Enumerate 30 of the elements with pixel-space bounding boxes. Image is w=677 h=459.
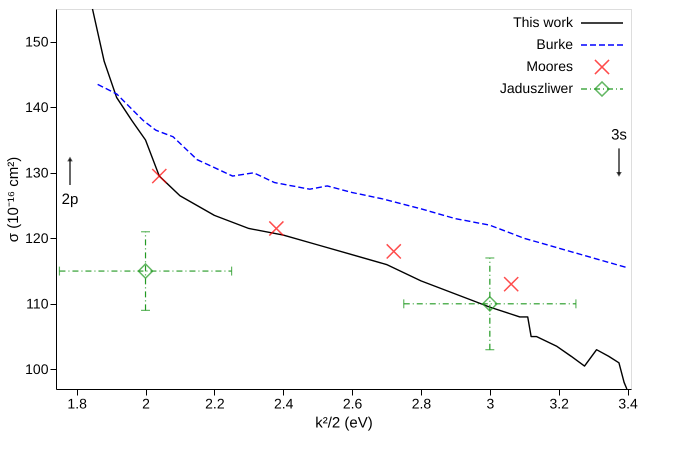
annotation: 2p	[62, 191, 78, 208]
x-tick-label: 3.2	[549, 396, 570, 412]
y-tick-label: 130	[25, 164, 49, 180]
annotation: 3s	[611, 126, 627, 144]
legend-label: Jaduszliwer	[500, 80, 574, 96]
y-tick-label: 120	[25, 230, 49, 246]
point	[268, 220, 284, 236]
point	[482, 296, 498, 312]
x-tick-label: 1.8	[67, 396, 88, 412]
point	[138, 263, 154, 279]
x-tick-label: 2.4	[274, 396, 294, 412]
x-tick-label: 2	[142, 396, 150, 412]
legend-label: This work	[513, 14, 574, 30]
y-tick-label: 100	[25, 360, 49, 377]
point	[386, 244, 402, 260]
legend-label: Moores	[526, 58, 573, 74]
point	[503, 276, 519, 292]
y-tick-label: 110	[26, 295, 49, 312]
x-tick-label: 3.4	[618, 396, 638, 412]
y-tick-label: 140	[25, 98, 49, 115]
y-tick-label: 150	[25, 33, 49, 50]
point	[151, 168, 168, 184]
legend-label: Burke	[536, 36, 574, 52]
x-tick-label: 2.2	[205, 396, 225, 412]
y-axis-title: σ (10⁻¹⁶ cm²)	[5, 156, 22, 242]
x-axis-title: k²/2 (eV)	[315, 414, 373, 432]
x-tick-label: 2.8	[412, 396, 432, 412]
x-tick-label: 2.6	[342, 396, 363, 412]
x-tick-label: 3	[486, 396, 494, 412]
line-series	[96, 84, 628, 268]
